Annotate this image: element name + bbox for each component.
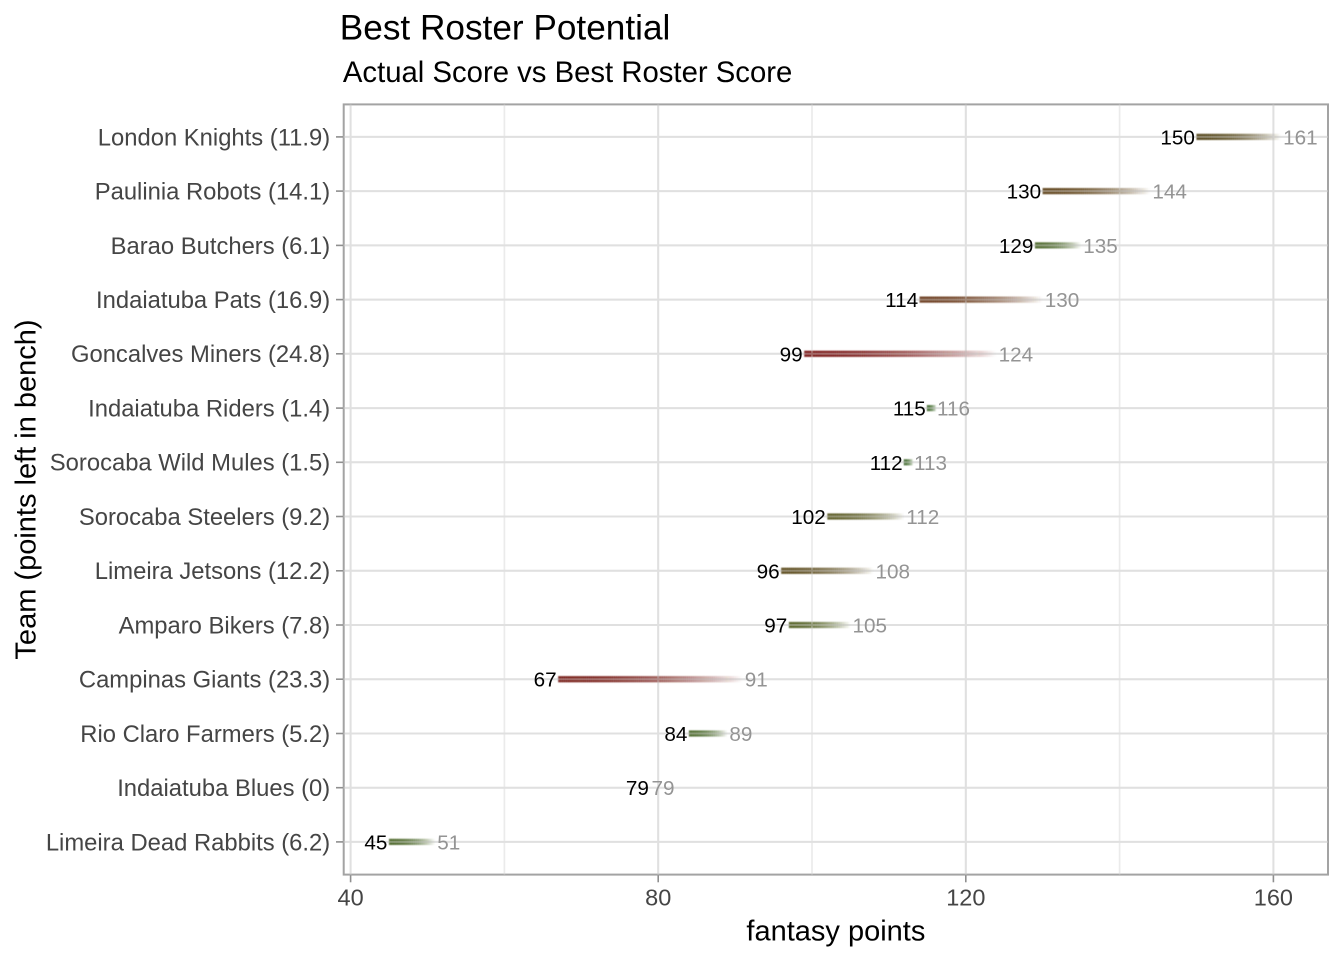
svg-text:130: 130 bbox=[1007, 181, 1042, 204]
svg-text:144: 144 bbox=[1152, 181, 1187, 204]
svg-text:Best Roster Potential: Best Roster Potential bbox=[340, 8, 671, 47]
svg-text:Limeira Dead Rabbits (6.2): Limeira Dead Rabbits (6.2) bbox=[46, 829, 330, 856]
svg-text:161: 161 bbox=[1283, 126, 1318, 149]
svg-text:84: 84 bbox=[664, 723, 687, 746]
svg-text:91: 91 bbox=[745, 669, 768, 692]
svg-text:Limeira Jetsons (12.2): Limeira Jetsons (12.2) bbox=[95, 558, 330, 585]
svg-text:124: 124 bbox=[999, 343, 1034, 366]
svg-text:105: 105 bbox=[853, 615, 888, 638]
svg-text:96: 96 bbox=[757, 560, 780, 583]
svg-text:Indaiatuba Pats (16.9): Indaiatuba Pats (16.9) bbox=[96, 287, 330, 314]
svg-text:45: 45 bbox=[364, 831, 387, 854]
svg-text:Amparo Bikers (7.8): Amparo Bikers (7.8) bbox=[119, 612, 331, 639]
svg-text:40: 40 bbox=[338, 885, 364, 911]
svg-text:135: 135 bbox=[1083, 235, 1118, 258]
svg-text:160: 160 bbox=[1254, 885, 1293, 911]
svg-text:Paulinia Robots (14.1): Paulinia Robots (14.1) bbox=[95, 179, 330, 206]
svg-text:116: 116 bbox=[937, 398, 970, 421]
svg-text:120: 120 bbox=[946, 885, 985, 911]
svg-text:51: 51 bbox=[437, 831, 460, 854]
svg-text:Goncalves Miners (24.8): Goncalves Miners (24.8) bbox=[71, 341, 330, 368]
svg-text:fantasy points: fantasy points bbox=[746, 916, 925, 948]
svg-text:Actual Score vs Best Roster Sc: Actual Score vs Best Roster Score bbox=[343, 56, 792, 89]
svg-text:150: 150 bbox=[1160, 126, 1195, 149]
svg-text:114: 114 bbox=[885, 289, 918, 312]
svg-text:Sorocaba Steelers (9.2): Sorocaba Steelers (9.2) bbox=[79, 504, 330, 531]
svg-text:Barao Butchers (6.1): Barao Butchers (6.1) bbox=[111, 233, 331, 260]
svg-text:129: 129 bbox=[999, 235, 1034, 258]
svg-text:67: 67 bbox=[534, 669, 557, 692]
svg-text:79: 79 bbox=[626, 777, 649, 800]
svg-text:113: 113 bbox=[914, 452, 947, 475]
svg-text:Team (points left in bench): Team (points left in bench) bbox=[11, 319, 43, 659]
svg-text:102: 102 bbox=[791, 506, 826, 529]
svg-text:80: 80 bbox=[645, 885, 671, 911]
svg-text:89: 89 bbox=[729, 723, 752, 746]
svg-text:99: 99 bbox=[780, 343, 803, 366]
svg-text:130: 130 bbox=[1045, 289, 1080, 312]
svg-text:108: 108 bbox=[876, 560, 911, 583]
svg-text:79: 79 bbox=[652, 777, 675, 800]
svg-text:112: 112 bbox=[870, 452, 903, 475]
svg-text:Rio Claro Farmers (5.2): Rio Claro Farmers (5.2) bbox=[80, 721, 330, 748]
svg-text:Campinas Giants (23.3): Campinas Giants (23.3) bbox=[79, 667, 330, 694]
svg-text:115: 115 bbox=[893, 398, 926, 421]
svg-text:Indaiatuba Riders (1.4): Indaiatuba Riders (1.4) bbox=[88, 396, 330, 423]
svg-text:112: 112 bbox=[906, 506, 939, 529]
svg-text:Sorocaba Wild Mules (1.5): Sorocaba Wild Mules (1.5) bbox=[50, 450, 330, 477]
svg-text:London Knights (11.9): London Knights (11.9) bbox=[98, 124, 330, 151]
svg-text:Indaiatuba Blues (0): Indaiatuba Blues (0) bbox=[117, 775, 330, 802]
svg-text:97: 97 bbox=[764, 615, 787, 638]
